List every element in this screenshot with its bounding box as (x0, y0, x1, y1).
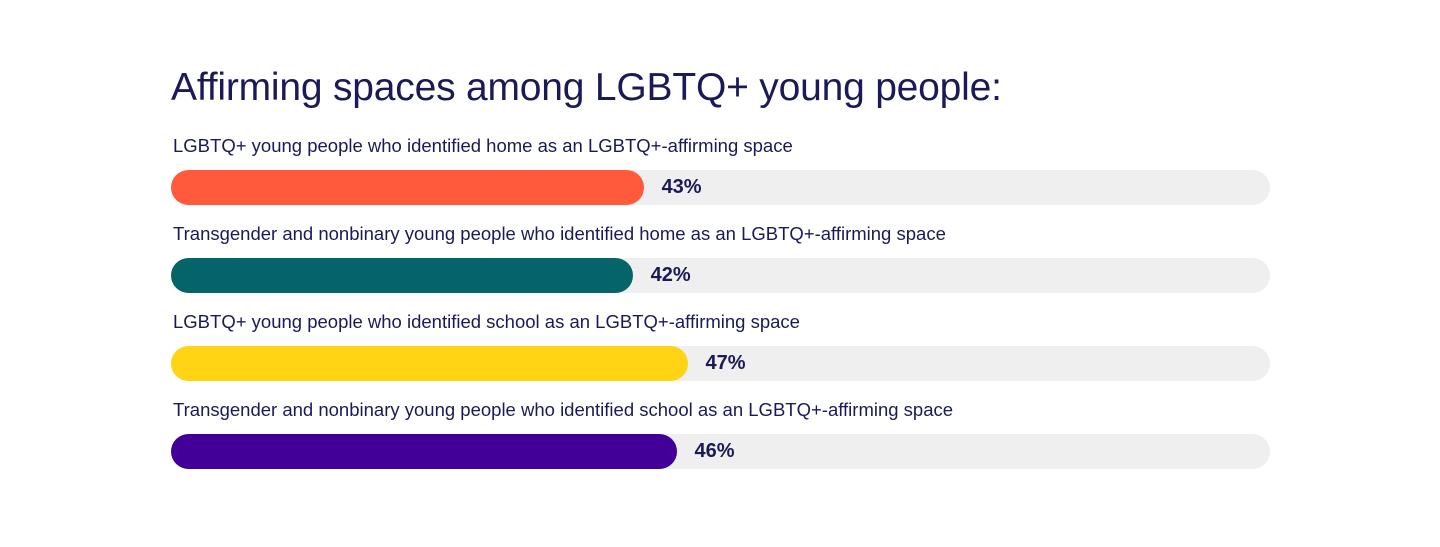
bar-track (171, 258, 1270, 293)
bar-row: LGBTQ+ young people who identified home … (171, 134, 1271, 222)
category-label: LGBTQ+ young people who identified schoo… (173, 311, 800, 332)
category-label: LGBTQ+ young people who identified home … (173, 135, 793, 156)
data-label: 46% (694, 440, 735, 462)
bar (171, 434, 677, 469)
bar-row: Transgender and nonbinary young people w… (171, 398, 1271, 486)
bar (171, 346, 688, 381)
data-label: 42% (650, 264, 691, 286)
bar-rows: LGBTQ+ young people who identified home … (171, 134, 1271, 486)
bar (171, 170, 644, 205)
bar-row: Transgender and nonbinary young people w… (171, 222, 1271, 310)
data-label: 47% (705, 352, 746, 374)
bar-chart: Affirming spaces among LGBTQ+ young peop… (171, 64, 1271, 486)
bar-track (171, 170, 1270, 205)
bar-track (171, 434, 1270, 469)
category-label: Transgender and nonbinary young people w… (173, 399, 954, 420)
bar (171, 258, 633, 293)
chart-title: Affirming spaces among LGBTQ+ young peop… (171, 66, 1002, 109)
category-label: Transgender and nonbinary young people w… (173, 223, 946, 244)
bar-row: LGBTQ+ young people who identified schoo… (171, 310, 1271, 398)
bar-track (171, 346, 1270, 381)
data-label: 43% (661, 176, 702, 198)
